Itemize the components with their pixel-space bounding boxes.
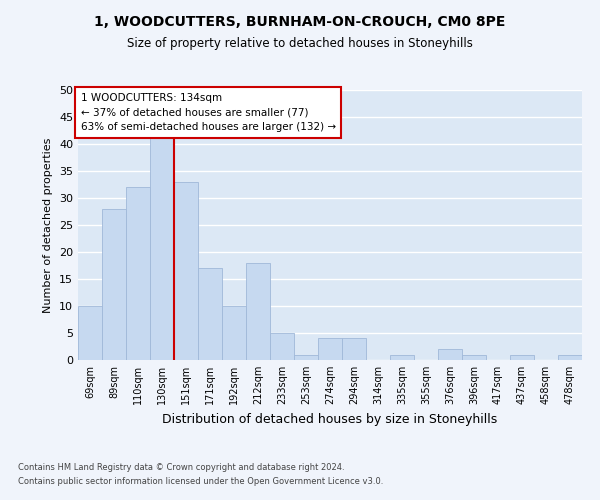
Text: 1, WOODCUTTERS, BURNHAM-ON-CROUCH, CM0 8PE: 1, WOODCUTTERS, BURNHAM-ON-CROUCH, CM0 8… [94, 15, 506, 29]
Bar [150, 133, 174, 360]
Bar [462, 354, 486, 360]
Bar [102, 209, 126, 360]
Bar [126, 187, 150, 360]
Bar [438, 349, 462, 360]
Bar [342, 338, 366, 360]
Bar [270, 333, 294, 360]
Text: Contains HM Land Registry data © Crown copyright and database right 2024.: Contains HM Land Registry data © Crown c… [18, 464, 344, 472]
Bar [222, 306, 246, 360]
Bar [510, 354, 534, 360]
Bar [294, 354, 318, 360]
Y-axis label: Number of detached properties: Number of detached properties [43, 138, 53, 312]
Bar [174, 182, 198, 360]
X-axis label: Distribution of detached houses by size in Stoneyhills: Distribution of detached houses by size … [163, 412, 497, 426]
Bar [390, 354, 414, 360]
Text: Contains public sector information licensed under the Open Government Licence v3: Contains public sector information licen… [18, 477, 383, 486]
Bar [318, 338, 342, 360]
Text: 1 WOODCUTTERS: 134sqm
← 37% of detached houses are smaller (77)
63% of semi-deta: 1 WOODCUTTERS: 134sqm ← 37% of detached … [80, 92, 335, 132]
Bar [246, 263, 270, 360]
Bar [558, 354, 582, 360]
Text: Size of property relative to detached houses in Stoneyhills: Size of property relative to detached ho… [127, 38, 473, 51]
Bar [78, 306, 102, 360]
Bar [198, 268, 222, 360]
